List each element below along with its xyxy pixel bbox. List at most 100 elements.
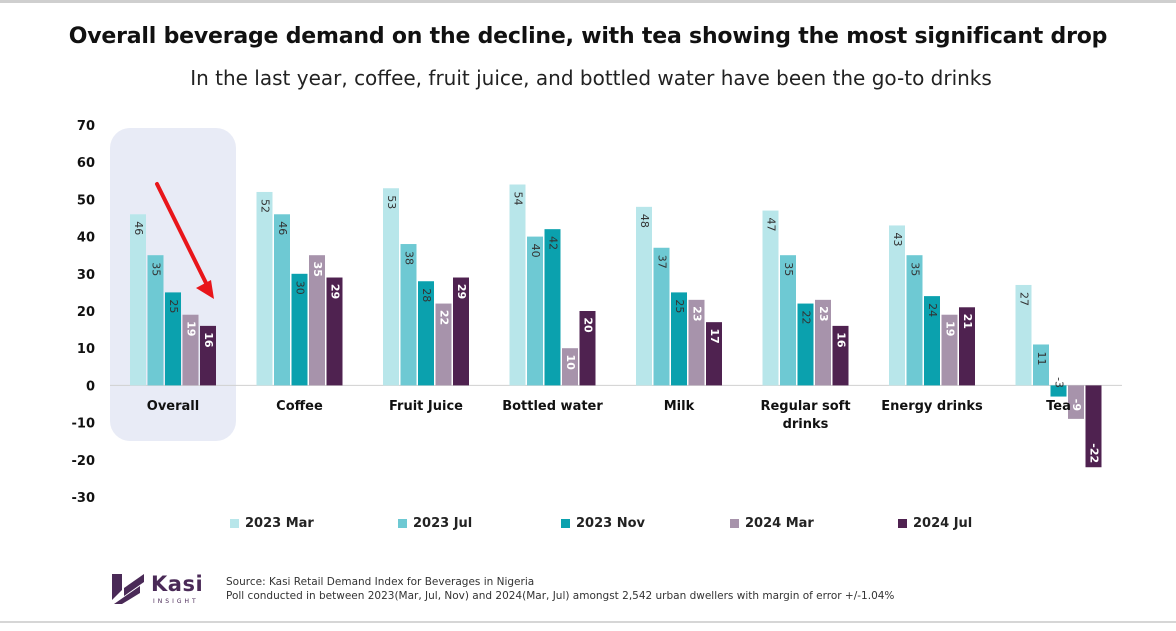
bar-tea-2024-jul [1085,385,1102,468]
data-label: -22 [1088,443,1101,463]
bar-regular-soft-drinks-2024-mar [815,299,831,386]
data-label: 35 [150,262,163,276]
source-line-1: Source: Kasi Retail Demand Index for Bev… [226,576,535,588]
bar-milk-2024-mar [688,299,705,386]
y-tick-label: 10 [77,342,95,357]
data-label: 42 [547,236,560,250]
data-label: 22 [438,310,451,325]
bar-bottled-water-2024-jul [579,311,596,386]
logo-wordmark: Kasi [151,572,204,596]
data-label: 21 [961,314,974,329]
legend-item-2024-jul: 2024 Jul [898,516,972,531]
bar-bottled-water-2023-nov [544,229,561,386]
data-label: 40 [529,244,542,258]
bar-overall-2023-nov [165,292,181,386]
bar-fruit-juice-2024-jul [453,277,469,386]
bar-bottled-water-2023-jul [527,236,543,386]
data-label: 35 [311,262,324,277]
legend-label: 2024 Jul [913,516,973,531]
bar-regular-soft-drinks-2023-jul [780,255,796,386]
bar-energy-drinks-2023-jul [906,255,923,386]
data-label: 37 [656,255,669,269]
data-label: -3 [1053,377,1066,388]
data-label: 35 [909,262,922,276]
y-tick-label: -30 [72,491,96,506]
data-label: 25 [673,299,686,313]
bar-bottled-water-2023-mar [509,184,526,386]
kasi-logo: Kasi INSIGHT [110,572,220,608]
chart-title: Overall beverage demand on the decline, … [68,24,1108,49]
data-label: 52 [259,199,272,213]
highlight-panel [110,128,236,441]
kasi-logo-mark-icon [112,574,144,604]
data-label: 25 [167,299,180,313]
data-label: 19 [944,321,957,336]
data-label: 47 [765,218,778,232]
logo-subtitle: INSIGHT [153,598,199,605]
bar-chart: 70 60 50 40 30 20 10 0 -10 -20 -30 46 35 25 19 16 Overal… [72,119,1122,506]
data-label: 16 [835,332,848,348]
bar-energy-drinks-2023-mar [889,225,905,386]
legend-swatch [730,519,739,528]
data-label: 54 [512,192,525,206]
data-label: 38 [403,251,416,265]
data-label: 53 [385,195,398,209]
data-label: 48 [638,214,651,228]
bar-tea-2024-mar [1068,385,1084,419]
annotation-arrow-shaft [155,182,209,287]
bar-coffee-2023-jul [274,214,290,386]
bar-regular-soft-drinks-2023-mar [762,210,779,386]
data-label: 30 [294,281,307,295]
source-line-2: Poll conducted in between 2023(Mar, Jul,… [226,590,895,602]
bar-fruit-juice-2023-jul [400,244,417,386]
legend-item-2023-mar: 2023 Mar [230,516,314,531]
data-label: 46 [276,221,289,235]
data-label: 28 [420,288,433,302]
legend-item-2023-jul: 2023 Jul [398,516,472,531]
bar-coffee-2024-mar [309,255,325,386]
y-tick-label: 20 [77,305,95,320]
bar-regular-soft-drinks-2023-nov [797,303,814,386]
category-label: Regular soft [760,399,850,414]
bar-overall-2023-mar [130,214,146,386]
bar-coffee-2023-nov [291,273,308,386]
bar-bottled-water-2024-mar [562,348,578,386]
annotation-arrow-head-icon [196,280,214,299]
y-tick-label: 50 [77,193,95,208]
y-tick-label: -10 [72,417,96,432]
bar-coffee-2024-jul [326,277,343,386]
category-label: Tea [1046,399,1071,414]
bar-tea-2023-jul [1033,344,1049,386]
bar-milk-2023-mar [636,206,652,386]
bar-tea-2023-nov [1050,385,1067,397]
chart-subtitle: In the last year, coffee, fruit juice, a… [190,66,992,90]
legend-label: 2023 Jul [413,516,473,531]
data-label: 16 [202,332,215,348]
bar-milk-2023-nov [671,292,687,386]
data-label: 23 [691,306,704,321]
category-label: Fruit Juice [389,399,463,414]
data-label: 29 [455,284,468,299]
data-label: -9 [1070,399,1083,411]
data-label: 20 [582,317,595,333]
data-label: 43 [891,232,904,246]
data-label: 17 [708,329,721,344]
category-label: Coffee [276,399,323,414]
top-divider [0,0,1176,3]
bar-tea-2023-mar [1015,284,1032,386]
data-label: 24 [926,303,939,317]
bar-milk-2024-jul [706,322,722,386]
data-label: 46 [132,221,145,235]
data-label: 23 [817,306,830,321]
legend-label: 2023 Nov [576,516,645,531]
bar-overall-2024-mar [182,314,199,386]
legend-label: 2024 Mar [745,516,814,531]
bar-milk-2023-jul [653,247,670,386]
bar-overall-2023-jul [147,255,164,386]
category-label: Bottled water [502,399,603,414]
bar-fruit-juice-2024-mar [435,303,452,386]
legend-swatch [398,519,407,528]
bar-energy-drinks-2023-nov [924,296,940,386]
bar-energy-drinks-2024-mar [941,314,958,386]
category-label: Overall [147,399,199,414]
